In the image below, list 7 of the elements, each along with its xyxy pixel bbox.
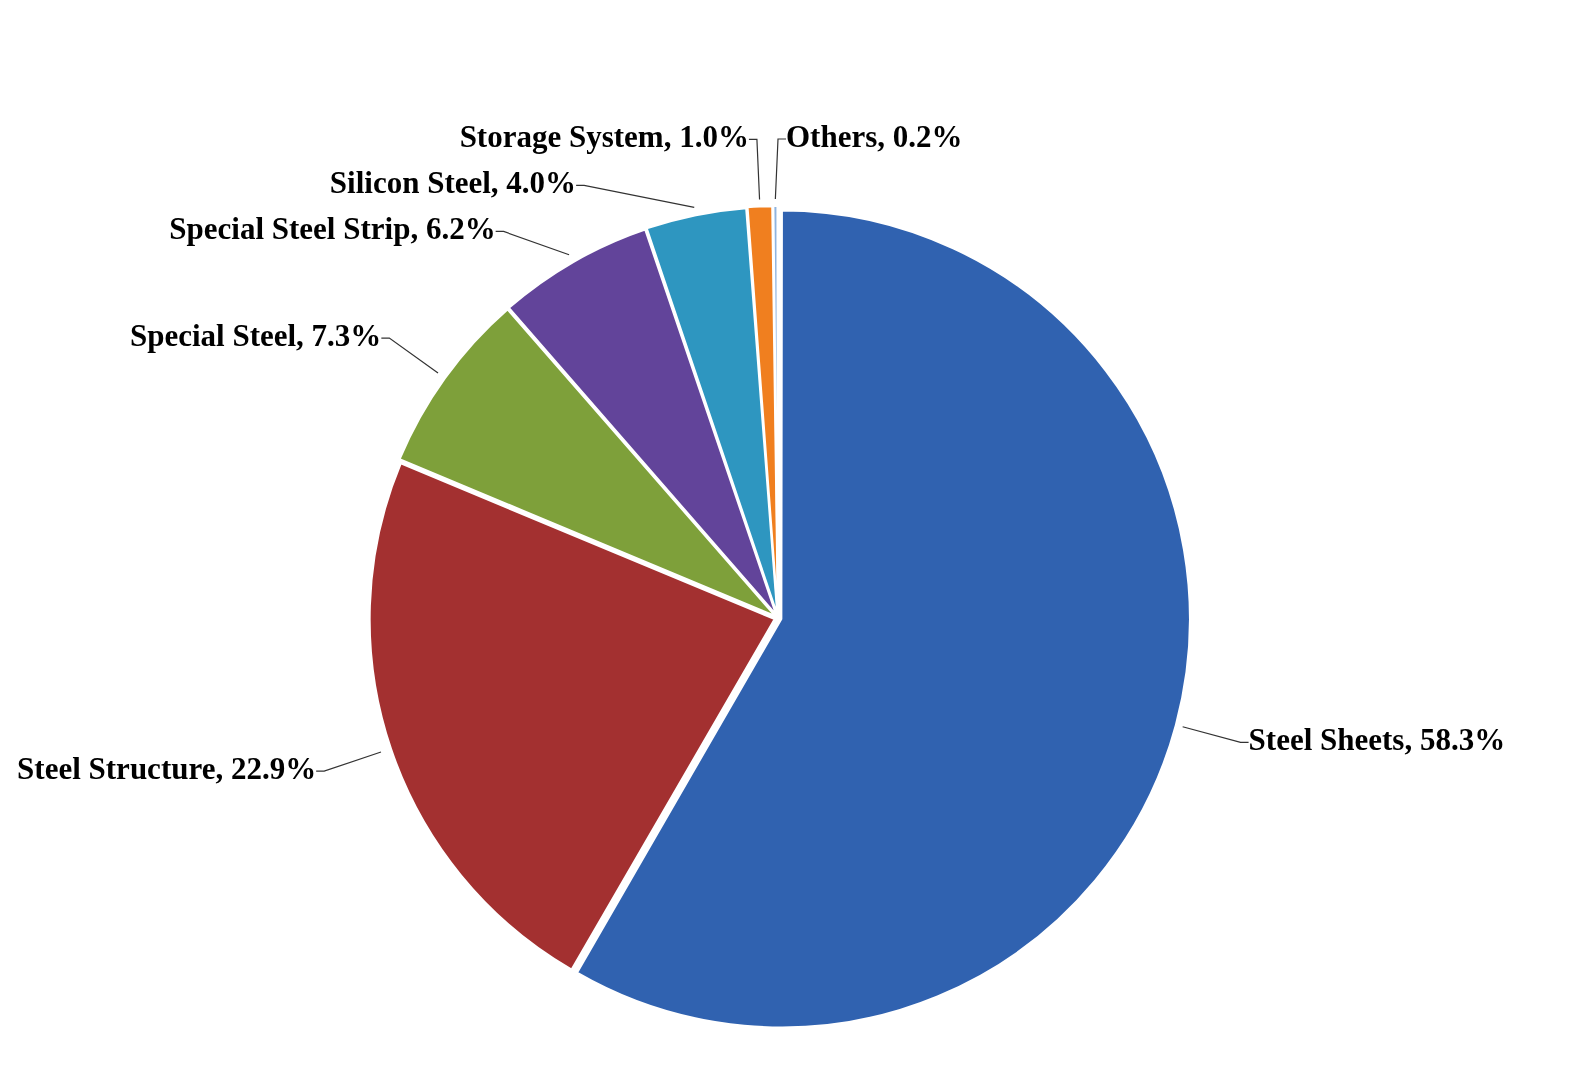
slice-label: Silicon Steel, 4.0% bbox=[329, 165, 577, 201]
slice-label: Steel Structure, 22.9% bbox=[17, 751, 317, 787]
slice-label: Storage System, 1.0% bbox=[459, 119, 749, 155]
slice-label: Special Steel, 7.3% bbox=[129, 318, 382, 354]
slice-label: Others, 0.2% bbox=[786, 119, 963, 155]
slice-label: Special Steel Strip, 6.2% bbox=[169, 211, 496, 247]
slice-label: Steel Sheets, 58.3% bbox=[1248, 722, 1506, 758]
